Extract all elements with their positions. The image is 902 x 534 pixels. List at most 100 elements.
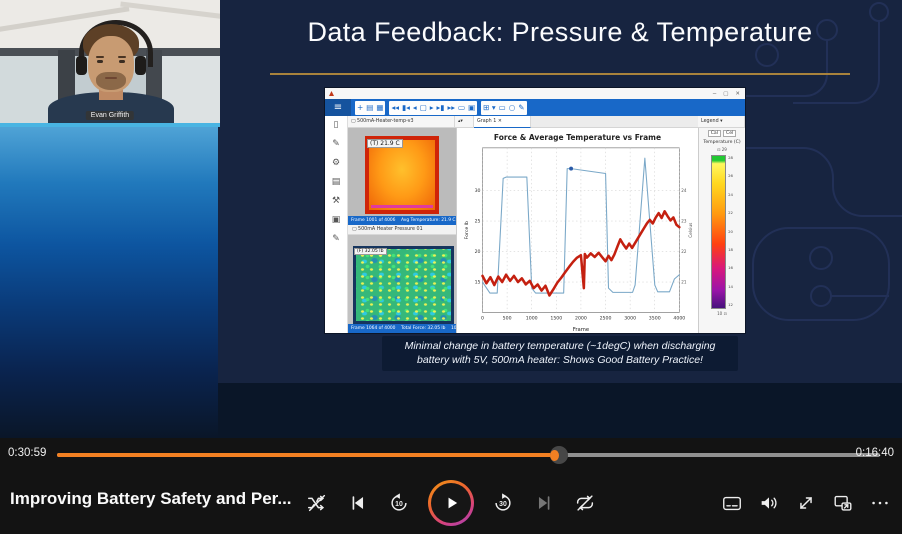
legend-min-spinner[interactable]: 10 ⊡ <box>717 311 727 316</box>
volume-button[interactable] <box>757 491 781 515</box>
repeat-off-button[interactable] <box>573 491 597 515</box>
mini-player-icon <box>834 495 852 511</box>
more-options-icon <box>872 501 888 505</box>
temperature-reading-chip: (T) 21.9 C <box>367 139 403 148</box>
pressure-viewport: (F) 32.05 lb <box>348 235 456 324</box>
toolbar-button[interactable]: ▣ <box>468 102 476 112</box>
tool-icon[interactable]: ⚙ <box>331 158 341 168</box>
next-button[interactable] <box>532 491 556 515</box>
svg-text:Celsius: Celsius <box>688 222 694 238</box>
svg-text:2000: 2000 <box>574 315 586 321</box>
svg-text:4000: 4000 <box>673 315 685 321</box>
next-icon <box>538 496 550 510</box>
fullscreen-icon <box>800 497 812 509</box>
more-options-button[interactable] <box>868 491 892 515</box>
window-controls[interactable]: ─ ▢ ✕ <box>713 91 740 97</box>
tool-icon[interactable]: ▣ <box>331 215 341 225</box>
svg-text:1000: 1000 <box>525 315 537 321</box>
toolbar-button[interactable]: ✎ <box>518 102 525 112</box>
legend-buttons: Cal Cel <box>707 130 737 137</box>
skip-forward-30-button[interactable]: 30 <box>491 491 515 515</box>
skip-back-10-button[interactable]: 10 <box>387 491 411 515</box>
webcam-accent-bar <box>0 123 220 127</box>
previous-icon <box>352 496 364 510</box>
app-toolbar: ≡ + ▤ ▦ ◂◂ ▮◂ ◂ ▢ ▸ ▸▮ ▸▸ ▭ ▣ ⊞ ▾ ▭ ○ ✎ <box>325 99 745 116</box>
mini-player-button[interactable] <box>831 491 855 515</box>
thermal-image[interactable]: (T) 21.9 C <box>365 136 439 214</box>
toolbar-button[interactable]: ⊞ ▾ <box>483 102 496 112</box>
tool-icon[interactable]: ✎ <box>332 234 340 244</box>
toolbar-button[interactable]: ▤ <box>366 102 374 112</box>
slide-accent-line <box>270 73 850 75</box>
tab-legend[interactable]: Legend ▾ <box>698 116 745 127</box>
seek-bar[interactable] <box>57 446 880 464</box>
svg-text:30: 30 <box>474 188 480 194</box>
fullscreen-button[interactable] <box>794 491 818 515</box>
colorbar-tick: 24 <box>728 191 733 197</box>
closed-captions-button[interactable] <box>720 491 744 515</box>
chart-panel: Force & Average Temperature vs Frame 0 50… <box>457 128 698 333</box>
svg-text:1500: 1500 <box>550 315 562 321</box>
legend-max-spinner[interactable]: ⊡ 29 <box>717 147 727 152</box>
toolbar-button[interactable]: ○ <box>508 102 516 112</box>
headphone-earcup <box>135 56 146 75</box>
svg-text:Frame: Frame <box>572 327 588 333</box>
svg-text:2500: 2500 <box>599 315 611 321</box>
toolbar-button[interactable]: ▸▸ <box>447 102 455 112</box>
svg-text:15: 15 <box>474 280 480 286</box>
colorbar-tick-labels: 28 26 24 22 20 18 16 14 12 <box>728 155 733 307</box>
legend-scale-button[interactable]: Cel <box>723 130 737 137</box>
tab-graph[interactable]: Graph 1 ✕ <box>474 115 531 128</box>
window-control-button[interactable]: ─ <box>712 90 717 97</box>
closed-captions-icon <box>723 496 741 511</box>
circuit-pattern-decoration <box>727 2 902 321</box>
svg-text:3500: 3500 <box>648 315 660 321</box>
toolbar-button[interactable]: + <box>357 102 364 112</box>
caption-line-1: Minimal change in battery temperature (~… <box>404 340 716 352</box>
shuffle-off-icon <box>308 494 326 512</box>
play-button[interactable] <box>428 480 474 526</box>
tab-spinner[interactable]: ▴▾ <box>455 116 474 127</box>
toolbar-group: ◂◂ ▮◂ ◂ ▢ ▸ ▸▮ ▸▸ ▭ ▣ <box>389 100 478 115</box>
menu-icon[interactable]: ≡ <box>325 99 351 116</box>
thermal-viewport: (T) 21.9 C <box>348 128 456 216</box>
svg-text:30: 30 <box>499 501 507 508</box>
toolbar-button[interactable]: ▭ <box>457 102 466 112</box>
colorbar-tick: 20 <box>728 228 733 234</box>
pressure-map-image[interactable]: (F) 32.05 lb <box>353 246 454 324</box>
presenter-name-tag: Evan Griffith <box>85 111 135 120</box>
window-control-button[interactable]: ✕ <box>735 90 740 97</box>
toolbar-button[interactable]: ◂ <box>412 102 417 112</box>
toolbar-button[interactable]: ▸ <box>429 102 434 112</box>
tool-icon[interactable]: ✎ <box>332 139 340 149</box>
seek-bar-thumb[interactable] <box>550 446 569 464</box>
tool-icon[interactable]: ▤ <box>331 177 341 187</box>
presenter-face <box>88 36 134 92</box>
toolbar-group: ⊞ ▾ ▭ ○ ✎ <box>481 100 527 115</box>
shuffle-off-button[interactable] <box>305 491 329 515</box>
tool-icon[interactable]: ▯ <box>333 120 339 130</box>
svg-text:24: 24 <box>681 188 687 193</box>
colorbar-tick: 18 <box>728 246 733 252</box>
toolbar-button[interactable]: ▸▮ <box>436 102 445 112</box>
toolbar-button[interactable]: ▦ <box>376 102 384 112</box>
svg-text:22: 22 <box>681 249 687 254</box>
svg-text:25: 25 <box>474 219 480 225</box>
slide-caption: Minimal change in battery temperature (~… <box>382 336 738 372</box>
legend-scale-button[interactable]: Cal <box>707 130 721 137</box>
eyebrow <box>96 56 104 58</box>
tab-temp-file[interactable]: ▢ 500mA-Heater-temp-v3 <box>348 116 455 127</box>
window-control-button[interactable]: ▢ <box>723 90 729 97</box>
colorbar-tick: 26 <box>728 173 733 179</box>
colorbar-tick: 14 <box>728 283 733 289</box>
toolbar-button[interactable]: ▭ <box>498 102 506 112</box>
mouth <box>105 77 117 79</box>
toolbar-button[interactable]: ◂◂ <box>391 102 400 112</box>
tool-icon[interactable]: ⚒ <box>331 196 341 206</box>
toolbar-button[interactable]: ▮◂ <box>402 102 410 112</box>
previous-button[interactable] <box>346 491 370 515</box>
toolbar-button[interactable]: ▢ <box>419 102 427 112</box>
toolbar-group: + ▤ ▦ <box>355 100 386 115</box>
tab-pressure-file[interactable]: ▢ 500mA Heater Pressure 01 <box>348 225 456 235</box>
presentation-slide: Data Feedback: Pressure & Temperature ─ ▢… <box>218 0 902 383</box>
